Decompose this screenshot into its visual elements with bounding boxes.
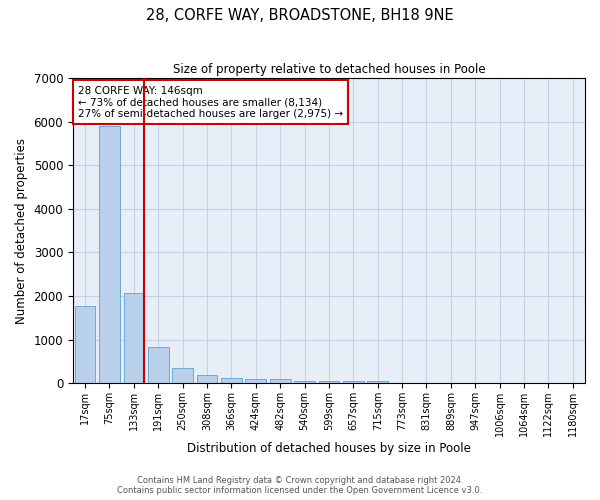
Text: Contains HM Land Registry data © Crown copyright and database right 2024.
Contai: Contains HM Land Registry data © Crown c… bbox=[118, 476, 482, 495]
X-axis label: Distribution of detached houses by size in Poole: Distribution of detached houses by size … bbox=[187, 442, 471, 455]
Bar bbox=[245, 378, 266, 384]
Text: 28, CORFE WAY, BROADSTONE, BH18 9NE: 28, CORFE WAY, BROADSTONE, BH18 9NE bbox=[146, 8, 454, 22]
Bar bbox=[221, 378, 242, 384]
Bar bbox=[270, 380, 290, 384]
Bar bbox=[148, 346, 169, 384]
Bar bbox=[197, 374, 217, 384]
Bar bbox=[343, 380, 364, 384]
Bar bbox=[75, 306, 95, 384]
Bar bbox=[124, 294, 144, 384]
Bar bbox=[294, 380, 315, 384]
Bar bbox=[367, 380, 388, 384]
Y-axis label: Number of detached properties: Number of detached properties bbox=[15, 138, 28, 324]
Title: Size of property relative to detached houses in Poole: Size of property relative to detached ho… bbox=[173, 62, 485, 76]
Bar bbox=[99, 126, 120, 384]
Text: 28 CORFE WAY: 146sqm
← 73% of detached houses are smaller (8,134)
27% of semi-de: 28 CORFE WAY: 146sqm ← 73% of detached h… bbox=[78, 86, 343, 119]
Bar bbox=[319, 380, 340, 384]
Bar bbox=[172, 368, 193, 384]
